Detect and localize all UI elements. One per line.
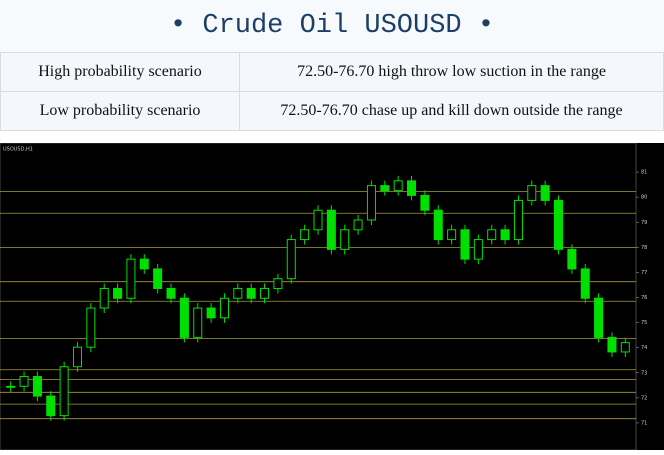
candle <box>420 194 430 211</box>
chart-bg <box>0 143 664 450</box>
candle <box>206 307 216 319</box>
y-tick-label: 81 <box>641 170 647 176</box>
candle <box>32 376 42 397</box>
candle <box>607 336 617 353</box>
candle <box>99 287 109 309</box>
candle <box>72 346 82 368</box>
y-tick-label: 74 <box>641 345 647 351</box>
scenario-table: High probability scenario 72.50-76.70 hi… <box>0 52 664 131</box>
candle <box>113 287 123 299</box>
candle <box>6 385 16 388</box>
candle <box>620 342 630 353</box>
candle <box>313 209 323 231</box>
candle <box>260 287 270 299</box>
candle <box>500 229 510 241</box>
candle <box>580 268 590 299</box>
candle <box>126 258 136 299</box>
y-tick-label: 80 <box>641 195 647 201</box>
candle <box>380 185 390 192</box>
candle <box>59 366 69 417</box>
candle <box>447 229 457 241</box>
candle <box>460 229 470 260</box>
row: Low probability scenario 72.50-76.70 cha… <box>0 91 664 131</box>
cell: Low probability scenario <box>0 91 240 131</box>
chart-wrap: USOUSD,H1 71 72 73 74 75 76 77 78 79 80 81 <box>0 142 664 455</box>
candle <box>473 239 483 260</box>
candle <box>433 209 443 241</box>
candle <box>487 229 497 241</box>
candle <box>19 376 29 387</box>
candle <box>246 287 256 299</box>
candle <box>353 219 363 231</box>
candle <box>46 395 56 417</box>
candle <box>513 199 523 241</box>
candle <box>366 185 376 221</box>
cell: 72.50-76.70 chase up and kill down outsi… <box>239 91 664 131</box>
candle <box>286 239 296 280</box>
candle <box>193 307 203 338</box>
row: High probability scenario 72.50-76.70 hi… <box>0 52 664 92</box>
y-tick-label: 79 <box>641 220 647 226</box>
candle <box>300 229 310 241</box>
candle <box>540 185 550 201</box>
candle <box>179 297 189 338</box>
candle <box>166 287 176 299</box>
y-tick-label: 78 <box>641 245 647 251</box>
chart: USOUSD,H1 71 72 73 74 75 76 77 78 79 80 81 <box>0 142 664 451</box>
y-tick-label: 76 <box>641 295 647 301</box>
candle <box>340 229 350 250</box>
candle <box>594 297 604 338</box>
y-tick-label: 71 <box>641 420 647 426</box>
candle <box>139 258 149 270</box>
y-tick-label: 73 <box>641 370 647 376</box>
candle <box>527 185 537 201</box>
candle <box>153 268 163 289</box>
candle <box>86 307 96 348</box>
candle <box>273 278 283 289</box>
candle <box>567 248 577 270</box>
chart-subtitle: USOUSD,H1 <box>3 147 33 153</box>
cell: High probability scenario <box>0 52 240 92</box>
cell: 72.50-76.70 high throw low suction in th… <box>239 52 664 92</box>
y-tick-label: 75 <box>641 320 647 326</box>
candle <box>554 199 564 250</box>
title: • Crude Oil USOUSD • <box>0 0 664 52</box>
y-tick-label: 77 <box>641 270 647 276</box>
candle <box>393 180 403 192</box>
candle <box>233 287 243 299</box>
candle <box>407 180 417 196</box>
candle <box>326 209 336 250</box>
y-tick-label: 72 <box>641 395 647 401</box>
candle <box>219 297 229 319</box>
